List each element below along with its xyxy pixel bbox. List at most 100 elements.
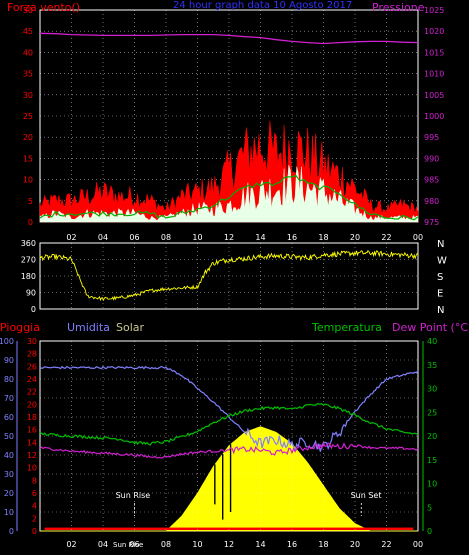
rain-y-tick: 22 (27, 388, 37, 397)
compass-label: N (437, 305, 444, 316)
rain-y-tick: 20 (27, 400, 37, 409)
humidity-y-tick: 90 (4, 356, 14, 365)
direction-y-tick: 90 (26, 289, 36, 298)
temp-x-tick: 02 (66, 540, 76, 549)
temp-x-tick: 04 (98, 540, 108, 549)
pressure-y-tick: 1005 (424, 91, 444, 100)
temperature-y-tick: 10 (427, 480, 437, 489)
wind-x-tick: 04 (98, 233, 108, 242)
wind-y-tick: 20 (23, 133, 33, 142)
temperature-y-tick: 40 (427, 337, 437, 346)
wind-y-tick: 30 (23, 91, 33, 100)
humidity-label: Umidita (67, 321, 110, 334)
humidity-y-tick: 40 (4, 451, 14, 460)
humidity-y-tick: 10 (4, 508, 14, 517)
wind-pressure-panel: 0510152025303540455097598098599099510001… (23, 6, 445, 242)
wind-y-tick: 5 (28, 197, 33, 206)
solar-area (40, 426, 418, 532)
wind-x-tick: 10 (192, 233, 202, 242)
wind-x-tick: 18 (318, 233, 328, 242)
sunrise-label: Sun Rise (116, 491, 151, 500)
wind-direction-line (39, 249, 419, 302)
direction-y-tick: 360 (21, 239, 36, 248)
rain-y-tick: 26 (27, 362, 37, 371)
temp-x-tick: 18 (318, 540, 328, 549)
wind-x-tick: 08 (161, 233, 171, 242)
pressure-y-tick: 980 (424, 197, 439, 206)
rain-y-tick: 18 (27, 413, 37, 422)
pressure-y-tick: 995 (424, 133, 439, 142)
pressure-label: Pressione (372, 1, 425, 14)
wind-y-tick: 15 (23, 154, 33, 163)
wind-x-tick: 00 (413, 233, 423, 242)
wind-y-tick: 35 (23, 70, 33, 79)
rain-y-tick: 12 (27, 451, 37, 460)
rain-y-tick: 4 (32, 502, 37, 511)
compass-label: E (437, 289, 443, 300)
dewpoint-label: Dew Point (°C) (392, 321, 469, 334)
direction-y-tick: 0 (31, 305, 36, 314)
rain-y-tick: 8 (32, 476, 37, 485)
pressure-y-tick: 1020 (424, 27, 444, 36)
wind-y-tick: 25 (23, 112, 33, 121)
pressure-y-tick: 1000 (424, 112, 444, 121)
wind-x-tick: 02 (66, 233, 76, 242)
pressure-y-tick: 1015 (424, 48, 444, 57)
compass-label: W (437, 256, 447, 267)
compass-label: N (437, 239, 444, 250)
pressure-y-tick: 985 (424, 176, 439, 185)
humidity-y-tick: 60 (4, 413, 14, 422)
humidity-y-tick: 0 (9, 527, 14, 536)
pressure-y-tick: 990 (424, 154, 439, 163)
wind-y-tick: 45 (23, 27, 33, 36)
wind-x-tick: 14 (255, 233, 265, 242)
chart-title: 24 hour graph data 10 Agosto 2017 (173, 0, 352, 11)
humidity-y-tick: 30 (4, 470, 14, 479)
wind-y-tick: 40 (23, 48, 33, 57)
wind-x-tick: 20 (350, 233, 360, 242)
humidity-y-tick: 20 (4, 489, 14, 498)
rain-y-tick: 30 (27, 337, 37, 346)
temp-x-tick: 16 (287, 540, 297, 549)
rain-y-tick: 0 (32, 527, 37, 536)
pressure-y-tick: 1025 (424, 6, 444, 15)
temp-x-tick: 00 (413, 540, 423, 549)
compass-label: S (437, 272, 443, 283)
sunset-label: Sun Set (351, 491, 382, 500)
wind-x-tick: 12 (224, 233, 234, 242)
rain-y-tick: 24 (27, 375, 37, 384)
temperature-y-tick: 0 (427, 527, 432, 536)
rain-y-tick: 6 (32, 489, 37, 498)
humidity-line (39, 365, 419, 452)
temperature-line (39, 403, 419, 446)
rain-bar (44, 527, 414, 530)
humidity-y-tick: 100 (0, 337, 14, 346)
wind-average-line (39, 174, 419, 221)
temp-x-tick: 14 (255, 540, 265, 549)
humidity-y-tick: 70 (4, 394, 14, 403)
temperature-y-tick: 30 (427, 385, 437, 394)
temp-x-tick: 20 (350, 540, 360, 549)
wind-x-tick: 16 (287, 233, 297, 242)
temperature-y-tick: 15 (427, 456, 437, 465)
pressure-y-tick: 975 (424, 218, 439, 227)
pressure-line (39, 32, 419, 45)
wind-y-tick: 10 (23, 176, 33, 185)
sunrise-axis-label: Sun Rise (113, 541, 143, 549)
temp-x-tick: 06 (129, 540, 139, 549)
solar-label: Solar (116, 321, 145, 334)
rain-y-tick: 2 (32, 514, 37, 523)
wind-x-tick: 06 (129, 233, 139, 242)
temperature-y-tick: 5 (427, 503, 432, 512)
temperature-y-tick: 20 (427, 432, 437, 441)
temperature-y-tick: 25 (427, 408, 437, 417)
wind-y-tick: 0 (28, 218, 33, 227)
temp-x-tick: 08 (161, 540, 171, 549)
direction-y-tick: 270 (21, 256, 36, 265)
rain-y-tick: 14 (27, 438, 37, 447)
humidity-y-tick: 50 (4, 432, 14, 441)
temperature-y-tick: 35 (427, 361, 437, 370)
pressure-y-tick: 1010 (424, 70, 444, 79)
